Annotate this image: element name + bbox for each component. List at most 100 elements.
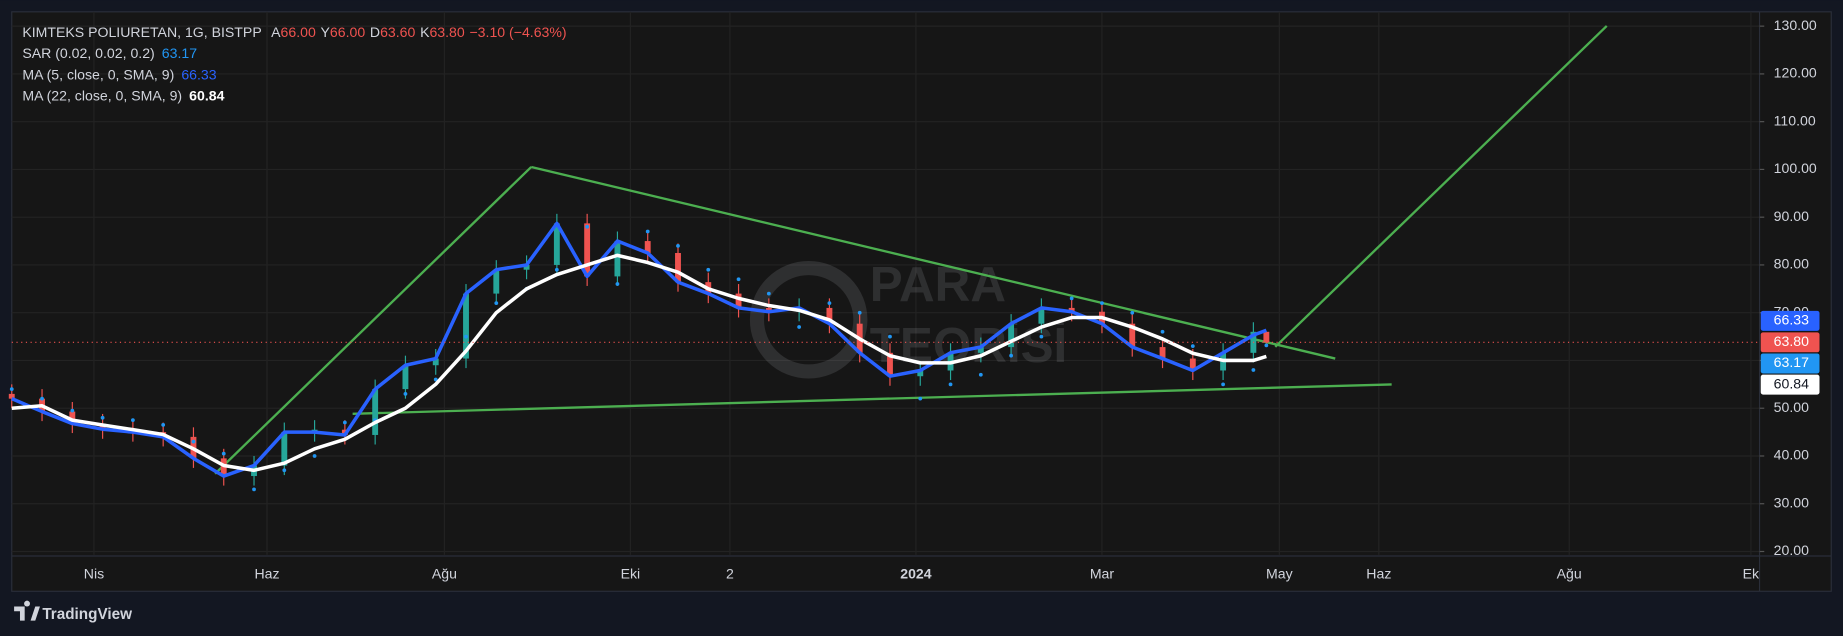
legend-name: MA (22, close, 0, SMA, 9) [22, 87, 182, 103]
candle-body [463, 293, 469, 359]
candle-body [523, 264, 530, 270]
sar-dot [100, 415, 105, 420]
x-tick-label: Ağu [1557, 566, 1582, 582]
candle-body [281, 432, 288, 466]
sar-dot [1160, 329, 1165, 334]
sar-dot [766, 291, 771, 296]
ohlc-value: 63.60 [380, 24, 415, 40]
x-tick-label: Haz [1366, 566, 1391, 582]
candle-body [614, 241, 621, 277]
candle-body [644, 241, 651, 253]
legend-entry: SAR (0.02, 0.02, 0.2) 63.17 [22, 45, 197, 61]
sar-dot [1009, 353, 1013, 358]
x-tick-label: Ek [1743, 566, 1760, 582]
x-tick-label: Nis [84, 566, 104, 582]
sar-dot [706, 267, 711, 272]
candle-body [69, 411, 76, 424]
sar-dot [585, 224, 590, 229]
candle-body [372, 389, 379, 435]
x-tick-label: Ağu [432, 566, 457, 582]
legend-name: SAR (0.02, 0.02, 0.2) [22, 45, 154, 61]
ma-line [11, 221, 1267, 478]
sar-dot [615, 282, 620, 286]
candle-body [8, 393, 15, 399]
y-tick-label: 130.00 [1774, 17, 1817, 33]
y-tick-label: 120.00 [1774, 65, 1817, 81]
x-tick-label: 2024 [900, 566, 932, 582]
sar-dot [494, 301, 499, 306]
trendline [531, 165, 1336, 360]
sar-dot [676, 243, 680, 248]
tradingview-logo [14, 600, 40, 621]
sar-dot [312, 454, 317, 458]
candle-body [584, 223, 591, 277]
price-tag [1760, 353, 1820, 374]
sar-dot [70, 408, 75, 413]
candle-body [675, 252, 681, 283]
price-tag [1760, 332, 1820, 353]
sar-dot [252, 487, 256, 492]
sar-dot [1190, 344, 1195, 349]
candle-body [917, 370, 924, 377]
sar-dot [827, 301, 832, 306]
candle-body [1038, 307, 1045, 324]
sar-dot [403, 392, 408, 396]
y-tick-label: 100.00 [1774, 160, 1817, 176]
change: −3.10 (−4.63%) [469, 24, 566, 40]
legend-value: 66.33 [181, 66, 216, 82]
sar-dot [131, 418, 135, 423]
x-tick-label: May [1266, 566, 1294, 582]
ohlc-value: 66.00 [330, 24, 365, 40]
candle-body [1189, 358, 1196, 371]
legend-name: MA (5, close, 0, SMA, 9) [22, 66, 174, 82]
candle-body [1068, 307, 1075, 312]
sar-dot [948, 382, 953, 387]
symbol: KIMTEKS POLIURETAN, 1G, BISTPP [22, 24, 261, 40]
y-tick-label: 110.00 [1774, 112, 1816, 128]
sar-dot [191, 439, 196, 444]
trendline [352, 383, 1392, 415]
sar-dot [342, 420, 347, 425]
price-tag-label: 63.17 [1774, 354, 1809, 370]
legend-entry: MA (5, close, 0, SMA, 9) 66.33 [22, 66, 216, 82]
sar-dot [1100, 301, 1104, 306]
ma-line [11, 253, 1267, 473]
footer: TradingView [14, 600, 132, 623]
sar-dot [888, 334, 892, 339]
candle-body [765, 307, 772, 312]
candle-body [977, 347, 984, 353]
price-tag [1760, 310, 1820, 331]
price-tag-label: 60.84 [1774, 375, 1809, 391]
trendline [214, 166, 533, 475]
y-tick-label: 90.00 [1774, 208, 1809, 224]
legend-value: 60.84 [189, 87, 224, 103]
candle-body [432, 358, 439, 366]
sar-dot [554, 267, 559, 272]
axes: 20.0030.0040.0050.0060.0070.0080.0090.00… [84, 17, 1820, 582]
candle-body [887, 352, 893, 377]
sar-dot [433, 377, 438, 382]
footer-brand: TradingView [42, 606, 132, 623]
candle-body [1159, 347, 1166, 359]
candle-body [735, 293, 742, 308]
watermark-text: PARA [870, 257, 1006, 312]
candle-body [826, 307, 833, 324]
plot [8, 213, 1760, 492]
sar-dot [221, 451, 226, 456]
price-tag-label: 66.33 [1774, 312, 1809, 328]
price-tag-label: 63.80 [1774, 333, 1809, 349]
sar-dot [40, 396, 44, 401]
candle-body [493, 269, 500, 294]
sar-dot [1221, 382, 1225, 387]
sar-dot [1251, 368, 1256, 372]
sar-dot [857, 310, 862, 315]
legend-entry: MA (22, close, 0, SMA, 9) 60.84 [22, 87, 224, 103]
chart-frame [11, 11, 1832, 592]
legend: SAR (0.02, 0.02, 0.2) 63.17 MA (5, close, … [22, 45, 224, 103]
candle-body [553, 223, 560, 265]
candle-body [1008, 323, 1015, 348]
sar-dot [978, 372, 983, 377]
x-tick-label: 2 [726, 566, 734, 582]
ohlc-key: D [370, 24, 380, 40]
